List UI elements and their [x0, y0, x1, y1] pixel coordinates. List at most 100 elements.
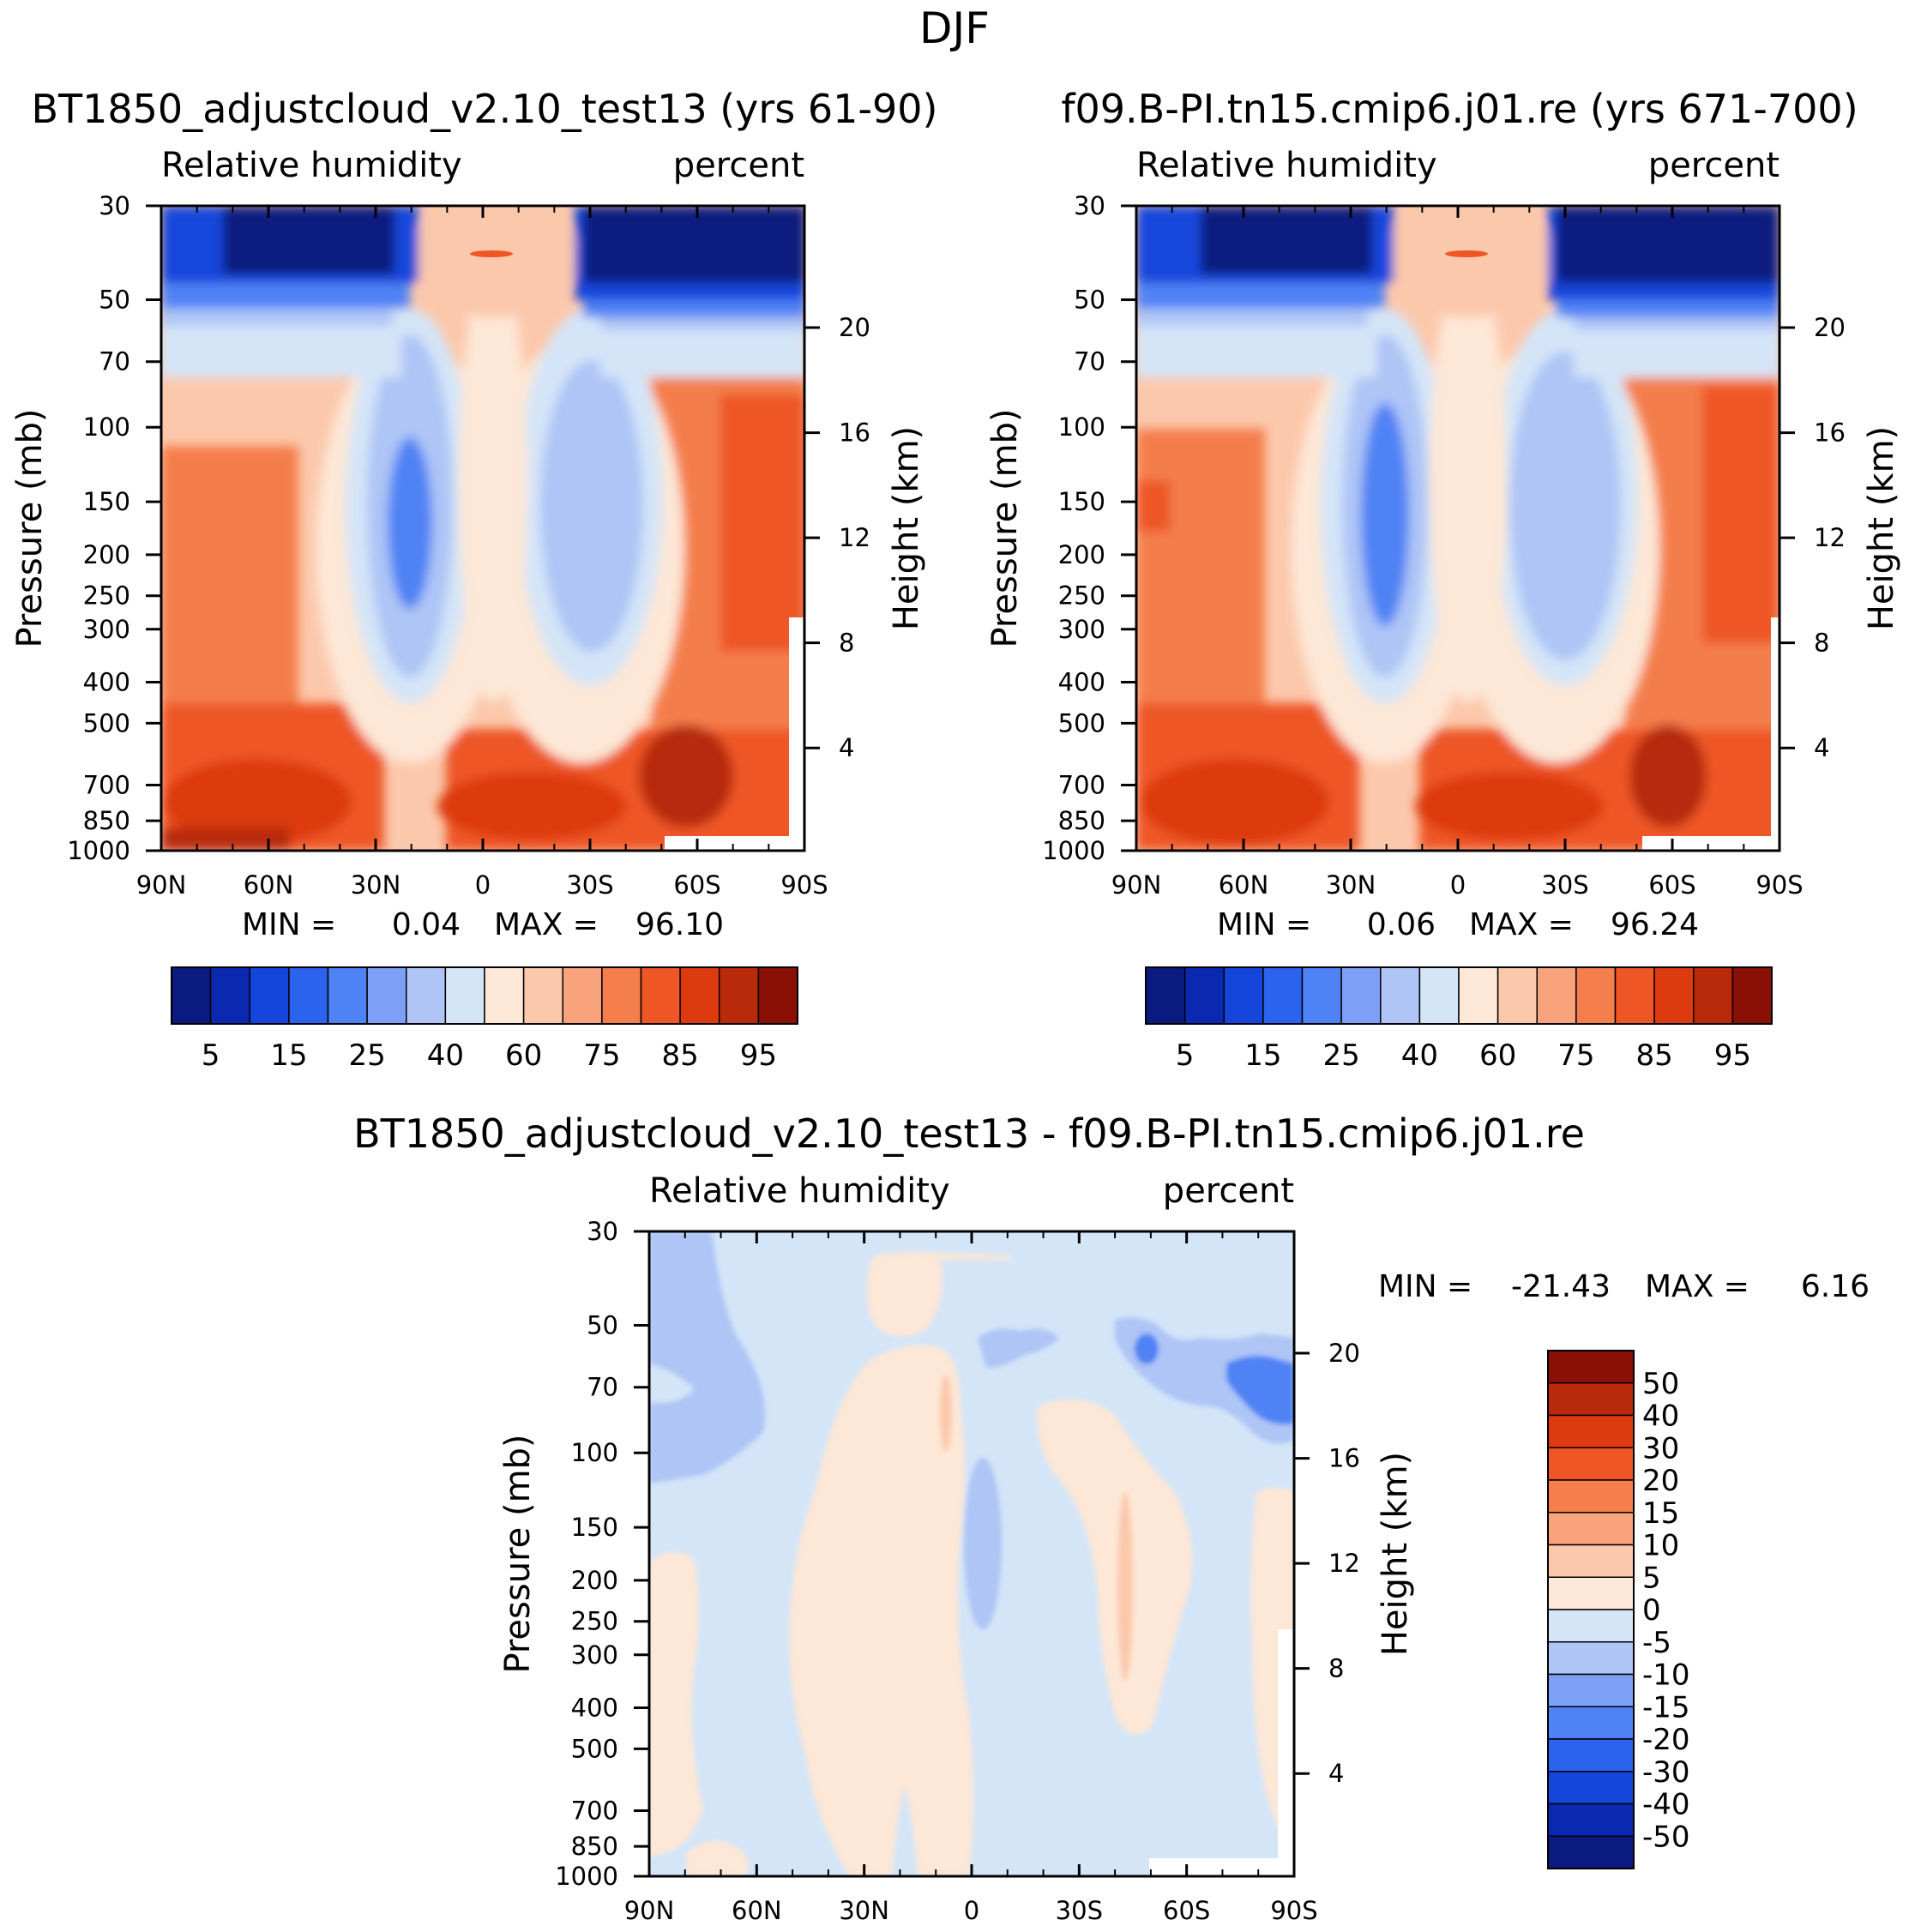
- panel-control-ytick-label: 70: [1074, 347, 1105, 376]
- panel-difference-colorbar-swatch: [1547, 1641, 1635, 1676]
- panel-control-contour-field: [1136, 206, 1780, 851]
- panel-test-colorbar-swatch: [327, 966, 368, 1025]
- panel-difference-colorbar-swatch: [1547, 1414, 1635, 1448]
- panel-test-colorbar-label: 25: [348, 1038, 385, 1073]
- panel-difference-colorbar-swatch: [1547, 1512, 1635, 1546]
- panel-control-colorbar-label: 75: [1557, 1038, 1594, 1073]
- panel-difference-colorbar-swatch: [1547, 1706, 1635, 1740]
- panel-control-ylabel-right: Height (km): [1862, 426, 1901, 630]
- panel-control-colorbar-swatch: [1183, 966, 1225, 1025]
- panel-test-contour-field: [161, 206, 804, 851]
- panel-difference-colorbar-label: 5: [1642, 1561, 1661, 1595]
- panel-difference-height-tick-label: 8: [1328, 1654, 1344, 1683]
- panel-difference-xtick-label: 30N: [839, 1896, 889, 1925]
- panel-test-colorbar-swatch: [249, 966, 290, 1025]
- panel-difference-xtick-label: 30S: [1056, 1896, 1103, 1925]
- panel-test: BT1850_adjustcloud_v2.10_test13 (yrs 61-…: [10, 86, 938, 1073]
- panel-test-xtick-label: 30N: [351, 870, 401, 900]
- panel-difference-colorbar-label: 50: [1642, 1367, 1679, 1401]
- panel-difference-case-title: BT1850_adjustcloud_v2.10_test13 - f09.B-…: [353, 1110, 1585, 1157]
- panel-difference-colorbar-swatch: [1547, 1835, 1635, 1869]
- panel-difference-ytick-label: 70: [587, 1373, 618, 1402]
- panel-test-colorbar: 5 15 25 40 60 75 85 95: [171, 966, 798, 1073]
- panel-control-ytick-label: 250: [1058, 581, 1105, 611]
- panel-difference-height-tick-label: 12: [1328, 1549, 1360, 1578]
- panel-control-variable: Relative humidity: [1136, 146, 1437, 185]
- panel-control-colorbar-swatch: [1653, 966, 1695, 1025]
- panel-difference-contour-field: [649, 1231, 1294, 1876]
- panel-test-max-label: MAX =: [494, 907, 599, 942]
- panel-test-case-title: BT1850_adjustcloud_v2.10_test13 (yrs 61-…: [31, 86, 937, 132]
- panel-difference-colorbar-swatch: [1547, 1609, 1635, 1643]
- panel-control-colorbar-swatch: [1458, 966, 1499, 1025]
- panel-test-colorbar-swatch: [366, 966, 407, 1025]
- panel-test-colorbar-label: 75: [583, 1038, 620, 1073]
- panel-test-colorbar-label: 5: [202, 1038, 220, 1073]
- panel-control-ytick-label: 1000: [1042, 836, 1105, 865]
- panel-control-xtick-label: 60S: [1648, 870, 1695, 900]
- panel-control-colorbar-swatch: [1496, 966, 1538, 1025]
- panel-test-colorbar-swatch: [209, 966, 250, 1025]
- panel-control-ytick-label: 100: [1058, 412, 1105, 442]
- panel-control-colorbar-border: [1145, 966, 1773, 1025]
- panel-control-ytick-label: 200: [1058, 540, 1105, 569]
- panel-difference-ylabel: Pressure (mb): [498, 1434, 538, 1673]
- panel-difference-xtick-label: 60N: [732, 1896, 782, 1925]
- panel-test-ytick-label: 850: [83, 806, 130, 835]
- panel-difference-colorbar-label: -50: [1642, 1820, 1690, 1854]
- panel-control-ytick-label: 850: [1058, 806, 1105, 835]
- panel-difference-colorbar-swatch: [1547, 1447, 1635, 1481]
- panel-control-ylabel: Pressure (mb): [985, 408, 1025, 647]
- panel-difference-height-tick-label: 16: [1328, 1444, 1360, 1473]
- panel-test-ytick-label: 1000: [67, 836, 130, 865]
- panel-control-colorbar-swatch: [1380, 966, 1421, 1025]
- panel-control-colorbar-swatch: [1536, 966, 1577, 1025]
- panel-test-colorbar-swatch: [757, 966, 798, 1025]
- panel-control-case-title: f09.B-PI.tn15.cmip6.j01.re (yrs 671-700): [1061, 86, 1858, 132]
- panel-control-colorbar-label: 40: [1401, 1038, 1438, 1073]
- panel-test-xtick-label: 0: [475, 870, 491, 900]
- panel-test-ylabel: Pressure (mb): [10, 408, 50, 647]
- panel-control-colorbar-swatch: [1693, 966, 1734, 1025]
- panel-test-min-value: 0.04: [392, 907, 461, 942]
- panel-test-height-tick-label: 16: [839, 418, 870, 448]
- panel-test-ytick-label: 30: [99, 191, 130, 220]
- panel-test-colorbar-label: 40: [427, 1038, 464, 1073]
- panel-control-xtick-label: 0: [1450, 870, 1466, 900]
- panel-test-xtick-label: 30S: [566, 870, 613, 900]
- panel-difference-colorbar-label: 40: [1642, 1399, 1679, 1434]
- panel-test-colorbar-label: 95: [740, 1038, 777, 1073]
- panel-difference-ytick-label: 500: [571, 1734, 618, 1763]
- panel-test-ytick-label: 70: [99, 347, 130, 376]
- panel-control-height-tick-label: 12: [1814, 523, 1846, 552]
- panel-control-xtick-label: 30N: [1326, 870, 1376, 900]
- panel-difference-colorbar-label: 30: [1642, 1431, 1679, 1466]
- panel-control-colorbar: 5 15 25 40 60 75 85 95: [1145, 966, 1773, 1073]
- panel-difference-axes: 90N 60N 30N 0 30S 60S 90S 30 50 70 100 150 200 250 300…: [555, 1217, 1360, 1925]
- panel-difference-ytick-label: 200: [571, 1566, 618, 1595]
- panel-control-ytick-label: 500: [1058, 708, 1105, 737]
- panel-control-colorbar-swatch: [1301, 966, 1342, 1025]
- panel-difference-colorbar-label: -20: [1642, 1723, 1690, 1757]
- panel-test-ytick-label: 400: [83, 667, 130, 696]
- panel-difference-colorbar-swatch: [1547, 1382, 1635, 1417]
- panel-control-colorbar-swatch: [1575, 966, 1617, 1025]
- panel-test-ytick-label: 500: [83, 708, 130, 737]
- panel-control-min-label: MIN =: [1217, 907, 1311, 942]
- panel-test-ytick-label: 200: [83, 540, 130, 569]
- panel-difference-max-label: MAX =: [1645, 1269, 1749, 1304]
- panel-difference: BT1850_adjustcloud_v2.10_test13 - f09.B-…: [353, 1110, 1870, 1925]
- panel-difference-ytick-label: 700: [571, 1797, 618, 1826]
- panel-difference-ytick-label: 250: [571, 1607, 618, 1636]
- panel-difference-colorbar-label: -5: [1642, 1626, 1671, 1660]
- panel-control: f09.B-PI.tn15.cmip6.j01.re (yrs 671-700)…: [985, 86, 1901, 1073]
- panel-control-units: percent: [1648, 146, 1780, 185]
- panel-test-colorbar-swatch: [679, 966, 720, 1025]
- panel-control-xtick-label: 90S: [1755, 870, 1803, 900]
- panel-test-height-tick-label: 12: [839, 523, 870, 552]
- panel-control-height-tick-label: 20: [1814, 313, 1846, 342]
- panel-control-height-tick-label: 8: [1814, 629, 1829, 658]
- panel-difference-height-tick-label: 20: [1328, 1339, 1360, 1368]
